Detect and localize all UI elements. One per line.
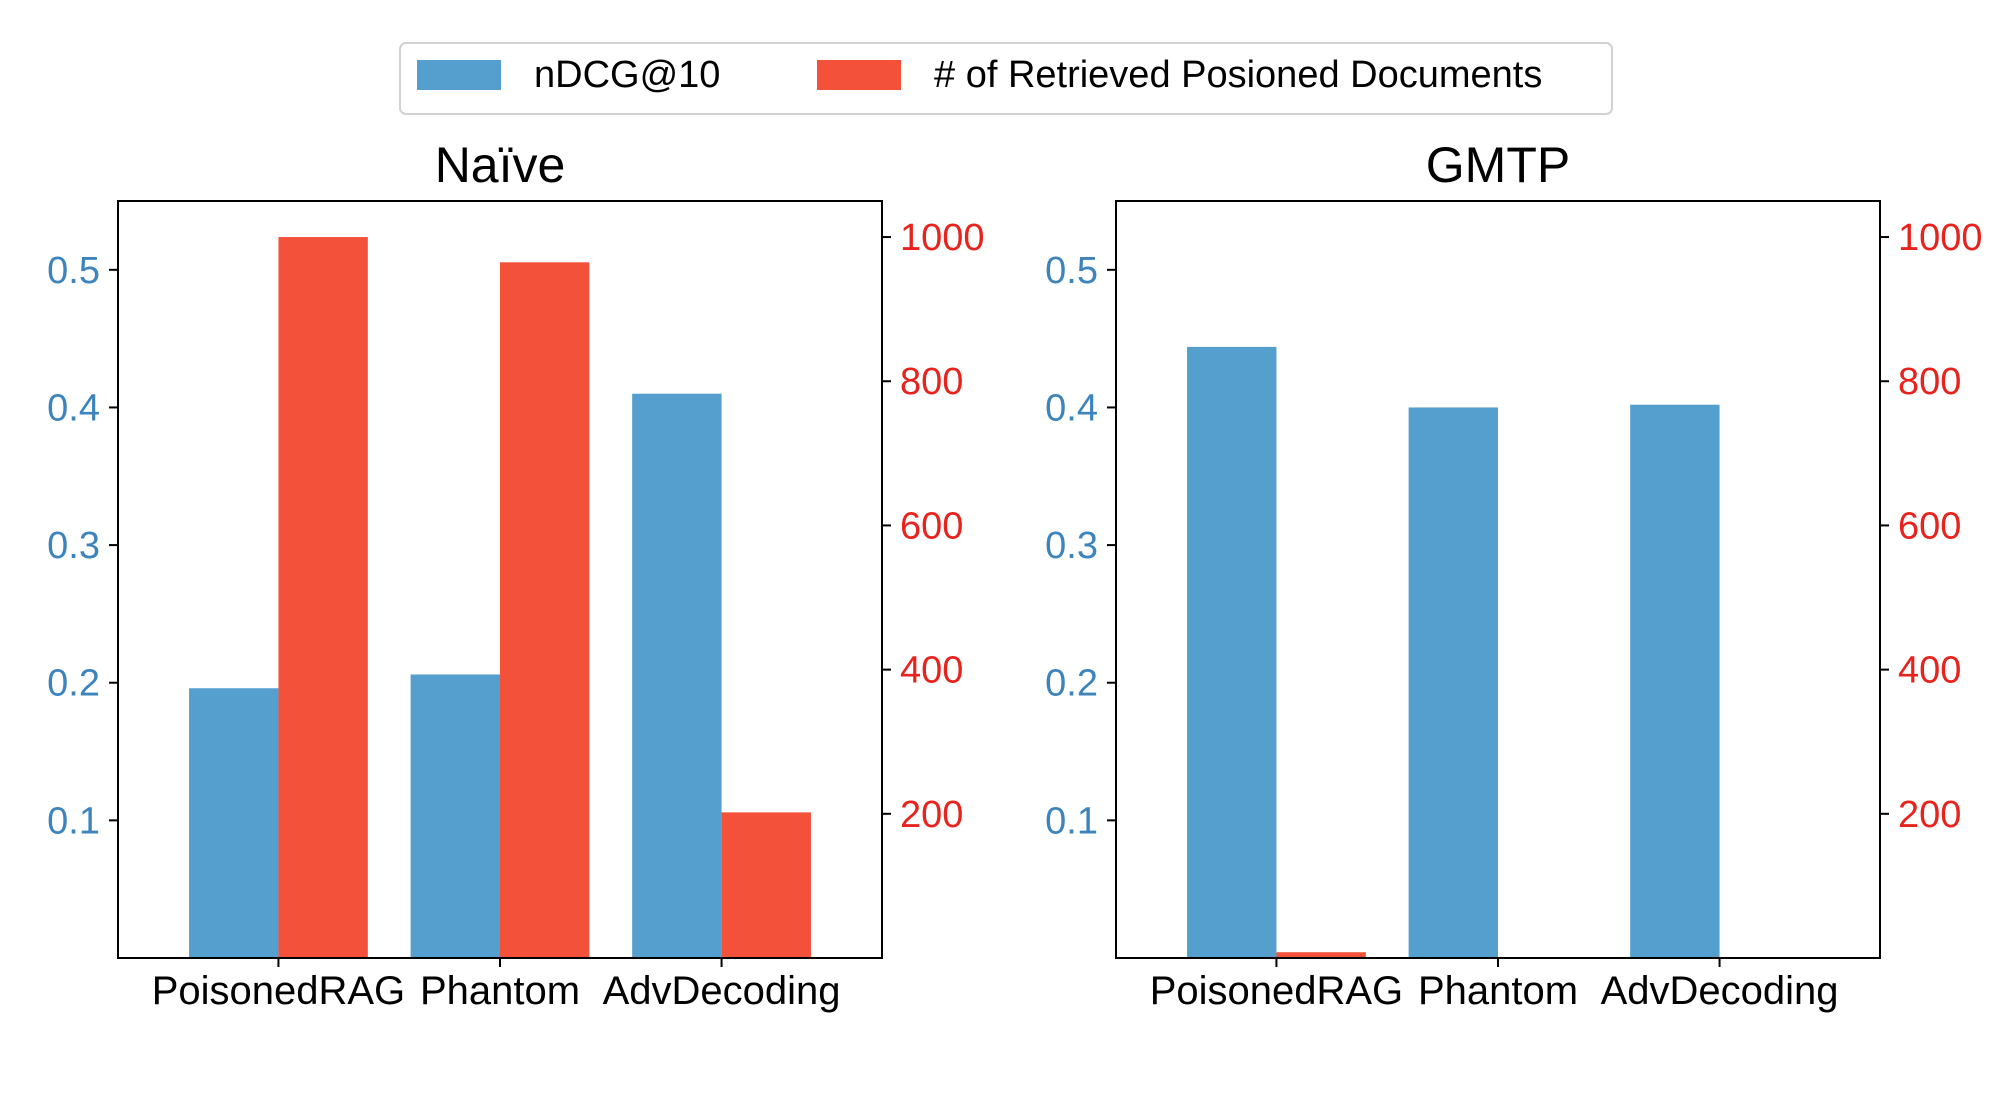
right-tick-label: 200 xyxy=(1898,794,1961,836)
bar-ndcg-3 xyxy=(1630,404,1720,959)
x-tick-label: AdvDecoding xyxy=(1601,969,1839,1013)
series-1 xyxy=(189,393,722,958)
x-tick-label: PoisonedRAG xyxy=(1150,969,1403,1013)
bar-ndcg-1 xyxy=(189,688,279,958)
right-tick-label: 1000 xyxy=(1898,217,1983,259)
left-tick-label: 0.5 xyxy=(47,250,100,292)
series-1 xyxy=(1187,346,1720,959)
legend-swatch-2 xyxy=(817,60,901,90)
bar-ndcg-2 xyxy=(410,674,500,958)
left-tick-label: 0.2 xyxy=(47,663,100,705)
left-tick-label: 0.3 xyxy=(1045,525,1098,567)
bar-poisoned-2 xyxy=(500,262,590,958)
right-tick-label: 200 xyxy=(900,794,963,836)
left-tick-label: 0.5 xyxy=(1045,250,1098,292)
right-tick-label: 800 xyxy=(900,361,963,403)
bar-poisoned-3 xyxy=(721,812,811,958)
chart-panel-1: Naïve 0.1 0.2 0.3 0.4 0.5 200 400 600 800 1000 Pois… xyxy=(47,137,984,1013)
right-tick-label: 600 xyxy=(1898,505,1961,547)
series-2 xyxy=(1276,952,1366,958)
bar-poisoned-1 xyxy=(278,237,368,959)
left-tick-label: 0.1 xyxy=(1045,800,1098,842)
x-tick-label: AdvDecoding xyxy=(603,969,841,1013)
bar-ndcg-1 xyxy=(1187,346,1277,958)
right-tick-label: 1000 xyxy=(900,217,985,259)
right-tick-label: 600 xyxy=(900,505,963,547)
bar-ndcg-3 xyxy=(632,393,722,958)
left-tick-label: 0.3 xyxy=(47,525,100,567)
left-tick-label: 0.4 xyxy=(47,387,100,429)
x-tick-label: Phantom xyxy=(420,969,580,1013)
chart-panel-2: GMTP 0.1 0.2 0.3 0.4 0.5 200 400 600 800 1000 Poiso… xyxy=(1045,137,1982,1013)
bar-ndcg-2 xyxy=(1408,407,1498,958)
legend-frame xyxy=(399,42,1613,115)
x-tick-label: PoisonedRAG xyxy=(152,969,405,1013)
left-tick-label: 0.4 xyxy=(1045,387,1098,429)
left-tick-label: 0.1 xyxy=(47,800,100,842)
left-tick-label: 0.2 xyxy=(1045,663,1098,705)
legend-label-2: # of Retrieved Posioned Documents xyxy=(934,54,1542,96)
legend-swatch-1 xyxy=(417,60,501,90)
series-2 xyxy=(278,237,811,959)
right-tick-label: 400 xyxy=(900,650,963,692)
charts: Naïve 0.1 0.2 0.3 0.4 0.5 200 400 600 800 1000 Pois… xyxy=(47,137,1982,1013)
legend-label-1: nDCG@10 xyxy=(534,54,720,96)
chart-title: Naïve xyxy=(435,137,566,193)
bar-poisoned-1 xyxy=(1276,952,1366,958)
right-tick-label: 800 xyxy=(1898,361,1961,403)
right-tick-label: 400 xyxy=(1898,650,1961,692)
legend: nDCG@10 # of Retrieved Posioned Documents xyxy=(399,42,1613,115)
x-tick-label: Phantom xyxy=(1418,969,1578,1013)
chart-title: GMTP xyxy=(1426,137,1570,193)
